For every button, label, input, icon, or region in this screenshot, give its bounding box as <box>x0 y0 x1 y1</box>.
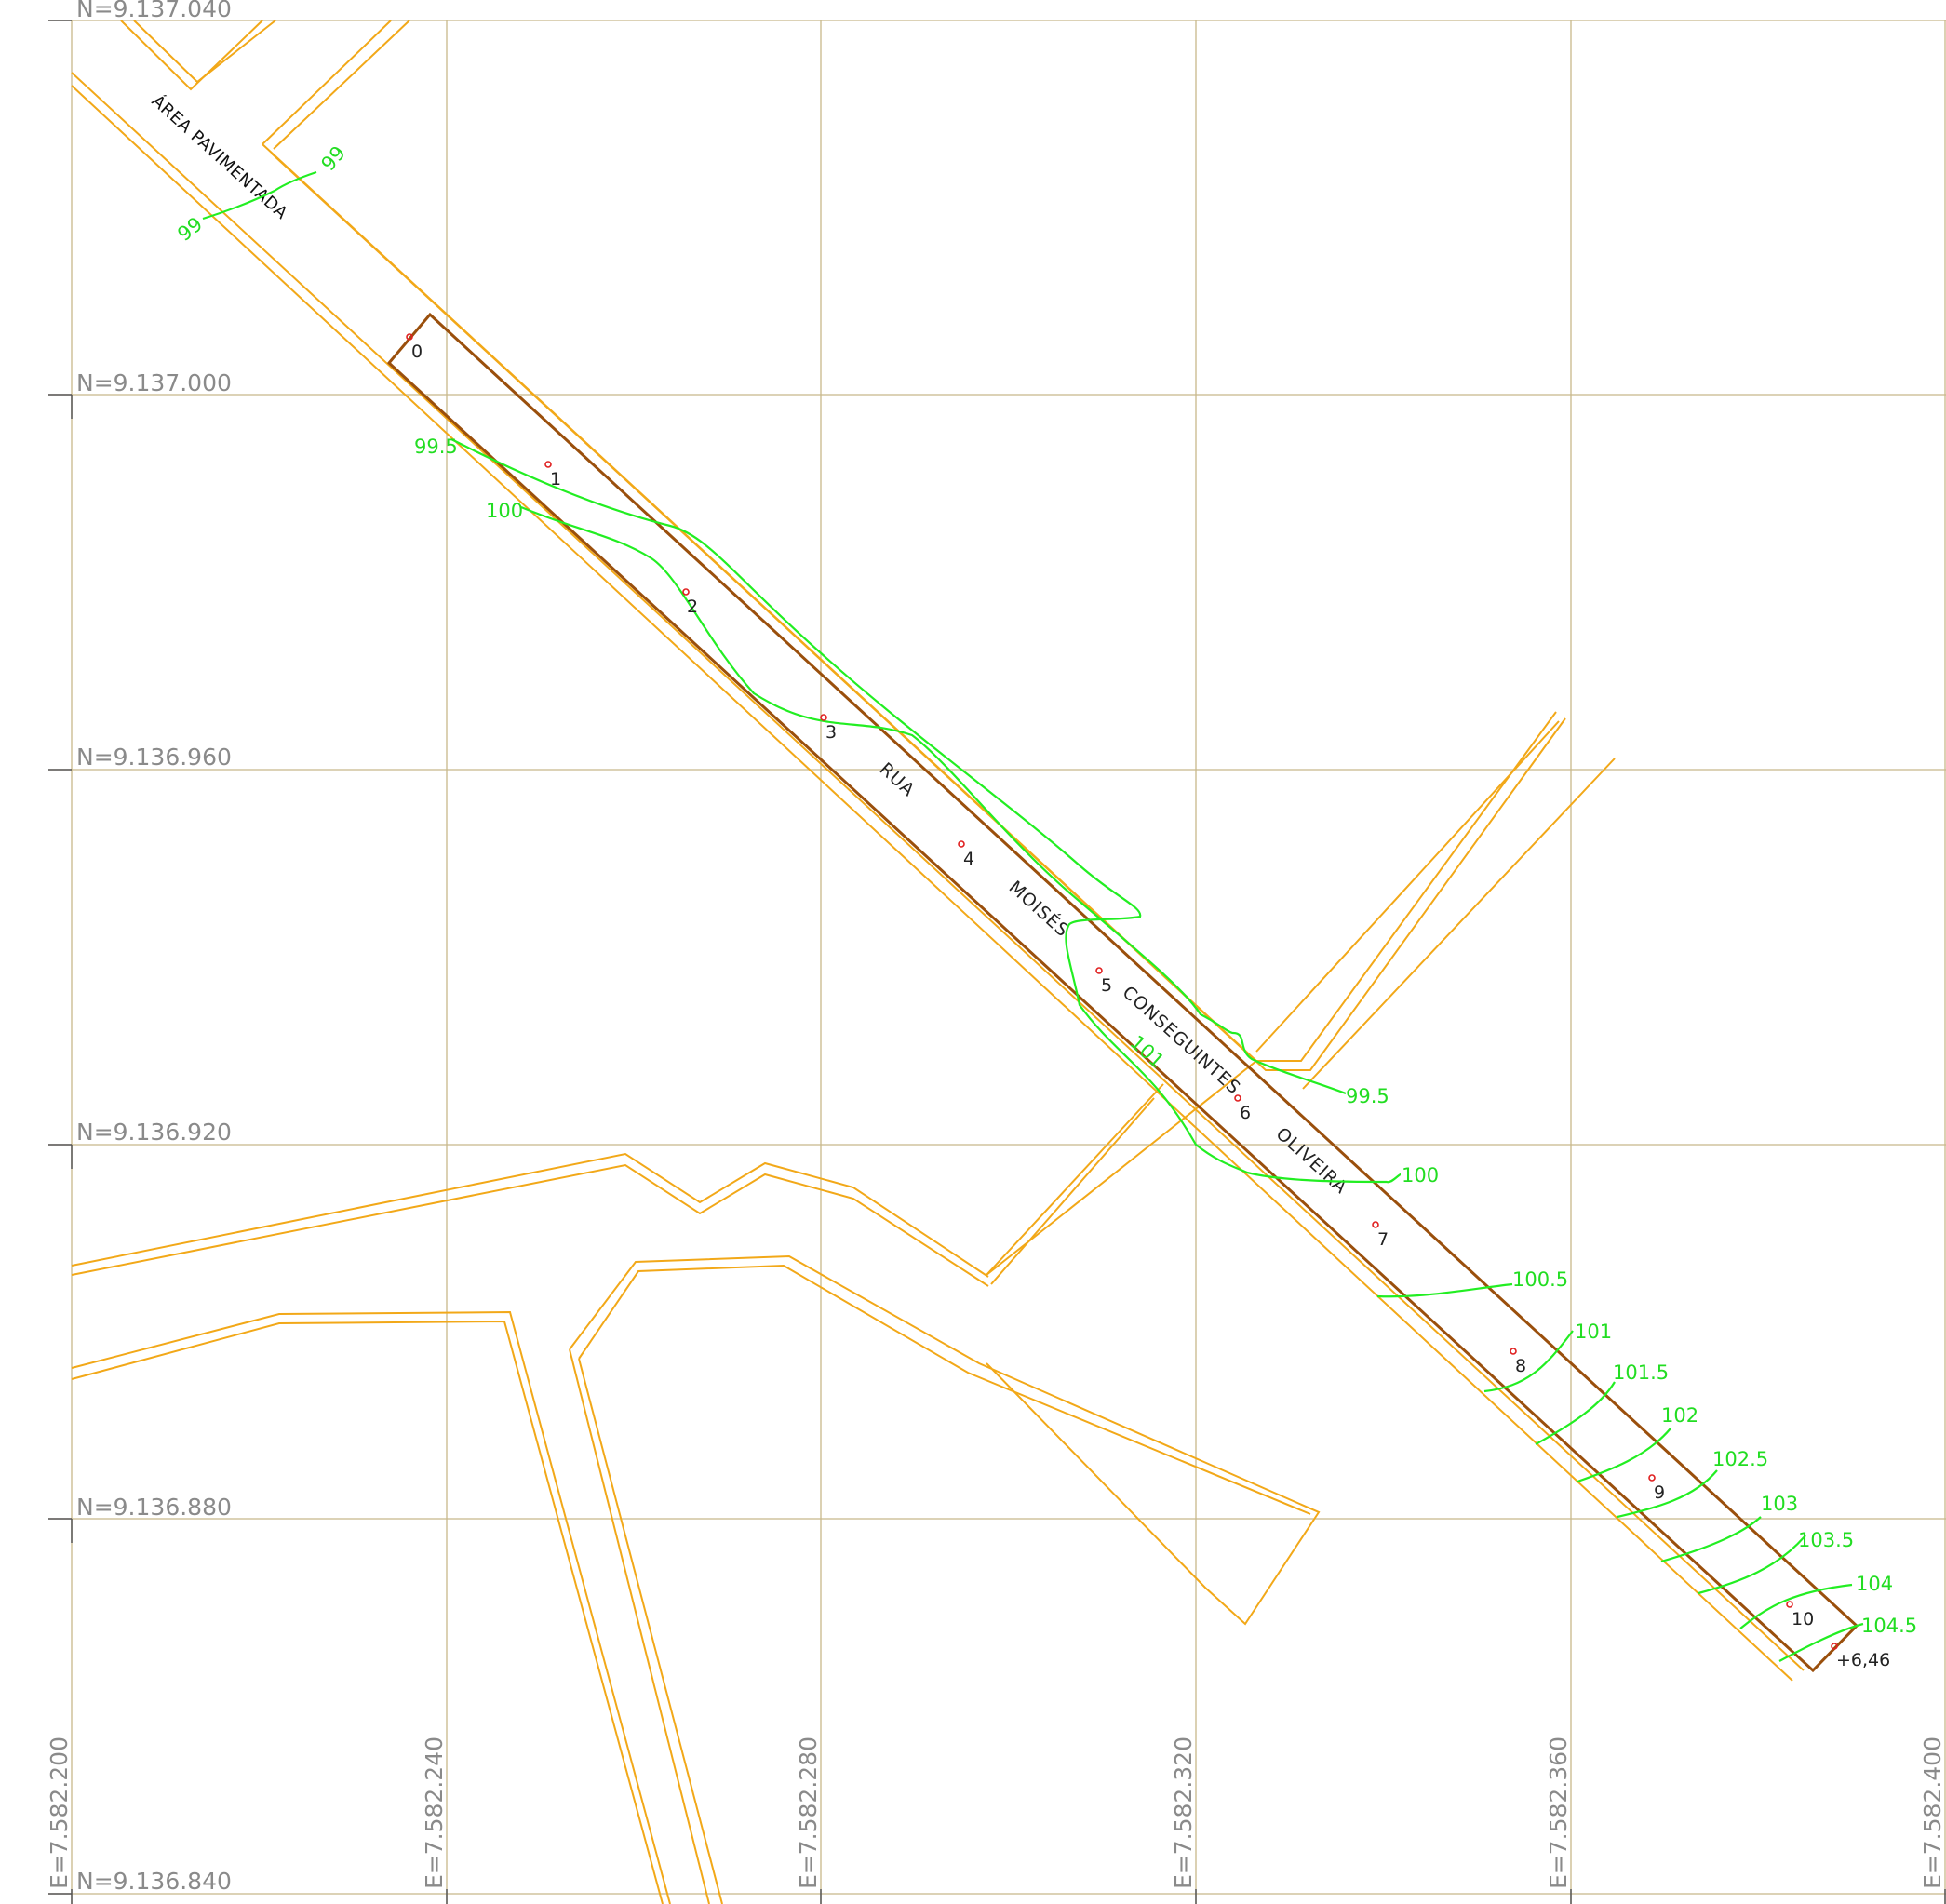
northing-labels: N=9.137.040 N=9.137.000 N=9.136.960 N=9.… <box>76 0 232 1895</box>
junction-edge <box>133 20 276 84</box>
northing-label: N=9.136.880 <box>76 1494 232 1521</box>
contour-label: 101 <box>1575 1321 1612 1343</box>
easting-label: E=7.582.200 <box>46 1736 73 1889</box>
lot-boundary <box>71 1152 989 1278</box>
contour-line <box>450 438 1402 1184</box>
contour-line <box>1617 1469 1718 1519</box>
northing-label: N=9.137.000 <box>76 369 232 396</box>
main-street-edge <box>271 153 1566 1071</box>
station-label: 0 <box>411 342 423 362</box>
contour-label: 100 <box>1402 1164 1439 1187</box>
main-street-edge <box>71 72 1805 1671</box>
lot-boundary <box>569 1348 710 1904</box>
contour-label: 103.5 <box>1798 1529 1854 1551</box>
easting-label: E=7.582.320 <box>1170 1736 1197 1889</box>
easting-label: E=7.582.400 <box>1919 1736 1946 1889</box>
cross-street-edge <box>990 1097 1155 1285</box>
area-label: ÁREA PAVIMENTADA <box>148 90 292 223</box>
main-street-edge <box>262 143 1557 1062</box>
street-name: RUA MOISÉS CONSEGUINTES OLIVEIRA <box>876 758 1351 1198</box>
easting-label: E=7.582.240 <box>421 1736 448 1889</box>
contour-label: 104.5 <box>1861 1615 1917 1637</box>
station-marker <box>1831 1643 1838 1650</box>
station-marker <box>544 461 552 468</box>
station-label: 2 <box>687 597 698 617</box>
easting-label: E=7.582.280 <box>795 1736 822 1889</box>
contour-line <box>1376 1282 1513 1298</box>
station-marker <box>1510 1348 1517 1355</box>
station-label: 8 <box>1515 1356 1526 1376</box>
contour-line <box>202 170 317 221</box>
station-label: 5 <box>1101 975 1112 996</box>
stations: 0 1 2 3 4 5 6 7 8 9 10 +6,46 <box>406 333 1890 1670</box>
street-word: RUA <box>876 758 919 800</box>
station-label: 6 <box>1240 1103 1251 1123</box>
easting-labels: E=7.582.200 E=7.582.240 E=7.582.280 E=7.… <box>46 1736 1946 1889</box>
lot-boundary <box>71 1310 671 1904</box>
station-label: 1 <box>550 469 561 489</box>
contour-label: 100 <box>486 500 523 522</box>
northing-label: N=9.136.920 <box>76 1119 232 1146</box>
lot-boundary <box>569 1254 1321 1626</box>
contour-label: 102.5 <box>1712 1448 1768 1470</box>
station-label: 4 <box>963 849 974 869</box>
contour-label: 101.5 <box>1613 1361 1669 1384</box>
contour-line <box>1535 1381 1616 1445</box>
road-edges <box>71 20 1805 1904</box>
contour-line <box>1739 1583 1853 1629</box>
northing-label: N=9.137.040 <box>76 0 232 22</box>
station-label: +6,46 <box>1836 1650 1890 1670</box>
station-marker <box>1372 1221 1379 1228</box>
contour-label: 100.5 <box>1512 1268 1568 1291</box>
cross-street-edge <box>986 1083 1164 1276</box>
northing-label: N=9.136.840 <box>76 1868 232 1895</box>
main-street-edge <box>71 85 1793 1682</box>
contour-labels: 99 99 99.5 100 101 99.5 100 100.5 101 10… <box>173 141 1917 1637</box>
contour-lines <box>202 170 1864 1662</box>
contour-line <box>1483 1330 1574 1393</box>
contour-label: 99.5 <box>414 436 458 458</box>
station-marker <box>1234 1094 1241 1102</box>
station-marker <box>406 333 413 341</box>
northing-label: N=9.136.960 <box>76 744 232 771</box>
contour-label: 99 <box>316 141 350 175</box>
lot-boundary <box>578 1264 1311 1515</box>
street-word: MOISÉS <box>1005 877 1074 942</box>
station-marker <box>1786 1601 1793 1608</box>
contour-line <box>1577 1428 1671 1483</box>
contour-label: 99.5 <box>1346 1085 1389 1107</box>
station-marker <box>1648 1474 1656 1482</box>
contour-label: 104 <box>1856 1573 1893 1595</box>
station-marker <box>820 714 827 721</box>
cross-street-edge <box>1255 720 1560 1053</box>
junction-edge <box>262 20 392 145</box>
contour-line <box>1660 1516 1762 1563</box>
contour-line <box>1778 1622 1864 1662</box>
lot-boundary <box>578 1358 723 1904</box>
cross-street-edge <box>1302 758 1616 1090</box>
lot-boundary <box>71 1163 989 1287</box>
junction-edge <box>273 20 410 150</box>
contour-label: 99 <box>173 213 207 246</box>
contour-label: 101 <box>1126 1031 1169 1073</box>
contour-label: 103 <box>1761 1493 1798 1515</box>
street-word: OLIVEIRA <box>1272 1123 1351 1198</box>
station-marker <box>1095 967 1103 974</box>
station-label: 3 <box>825 722 837 743</box>
station-label: 10 <box>1792 1609 1814 1629</box>
contour-line <box>520 505 1347 1095</box>
coordinate-grid <box>48 20 1946 1904</box>
contour-label: 102 <box>1661 1404 1698 1427</box>
station-marker <box>682 588 690 596</box>
contour-line <box>1698 1535 1806 1595</box>
lot-boundary <box>71 1320 664 1904</box>
junction-edge <box>120 20 263 91</box>
station-marker <box>958 840 965 848</box>
station-label: 7 <box>1377 1229 1389 1250</box>
station-label: 9 <box>1654 1482 1665 1503</box>
easting-label: E=7.582.360 <box>1545 1736 1572 1889</box>
street-alignment <box>386 312 1859 1673</box>
